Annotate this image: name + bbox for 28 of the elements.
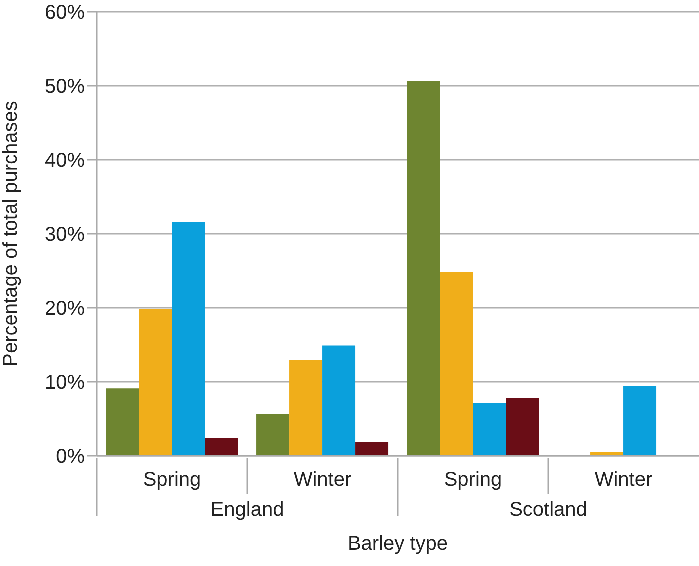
y-tick-label: 50%: [44, 76, 86, 98]
bar: [440, 272, 474, 456]
bar: [473, 403, 506, 456]
y-tick-label: 0%: [56, 446, 86, 468]
y-tick-label: 30%: [44, 224, 86, 246]
bar: [172, 222, 206, 456]
bar: [205, 438, 238, 456]
x-axis-title: Barley type: [348, 533, 448, 555]
x-tick-label: Spring: [143, 469, 202, 491]
y-tick-label: 20%: [44, 298, 86, 320]
x-tick-label: Winter: [594, 469, 653, 491]
y-tick-label: 10%: [44, 372, 86, 394]
y-tick-label: 40%: [44, 150, 86, 172]
bar: [407, 82, 440, 456]
bar: [322, 346, 356, 456]
bar: [624, 386, 657, 456]
x-tick-label: Spring: [444, 469, 502, 491]
y-tick-label: 60%: [44, 2, 86, 24]
bar: [106, 388, 140, 456]
bar: [256, 414, 290, 456]
text: England: [210, 499, 284, 521]
bar: [506, 398, 540, 456]
y-axis-title: Percentage of total purchases: [0, 101, 22, 367]
x-tick-label: Winter: [294, 469, 352, 491]
bar: [290, 360, 323, 456]
text: Scotland: [510, 499, 588, 521]
bar: [139, 309, 172, 456]
bar: [356, 442, 389, 456]
